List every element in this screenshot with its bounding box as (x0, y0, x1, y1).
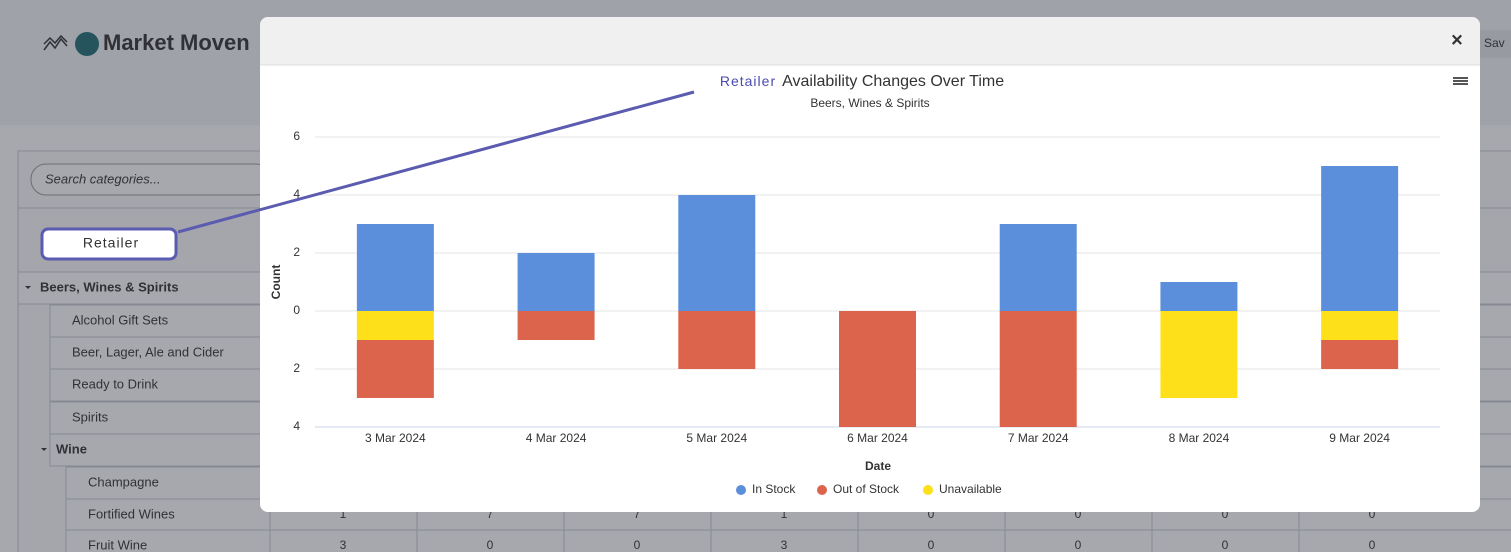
legend-label[interactable]: Unavailable (939, 482, 1002, 496)
cell-value: 0 (1075, 507, 1082, 521)
caret (41, 448, 47, 451)
retailer-button[interactable] (40, 227, 178, 261)
y-tick-label: 2 (293, 361, 300, 375)
search-placeholder: Search categories... (45, 171, 161, 186)
caret (25, 286, 31, 289)
retailer-label: Retailer (83, 235, 139, 251)
save-button[interactable] (1480, 30, 1511, 58)
legend-label[interactable]: Out of Stock (833, 482, 900, 496)
legend-label[interactable]: In Stock (752, 482, 796, 496)
y-tick-label: 2 (293, 245, 300, 259)
tree-label: Alcohol Gift Sets (72, 312, 169, 327)
bar-segment (678, 195, 756, 311)
x-tick-label: 5 Mar 2024 (686, 431, 747, 445)
x-tick-label: 4 Mar 2024 (526, 431, 587, 445)
bar-segment (517, 253, 595, 311)
y-axis-label: Count (269, 265, 283, 300)
tree-label: Champagne (88, 474, 159, 489)
cell-value: 0 (487, 538, 494, 552)
modal-header (260, 17, 1480, 65)
x-axis-label: Date (865, 459, 891, 473)
cell-value: 0 (1369, 538, 1376, 552)
x-tick-label: 7 Mar 2024 (1008, 431, 1069, 445)
legend-swatch (923, 485, 933, 495)
bar-segment (517, 311, 595, 340)
cell-value: 0 (1222, 538, 1229, 552)
bar-segment (1321, 311, 1399, 340)
cell-value: 0 (1369, 507, 1376, 521)
tree-label: Spirits (72, 409, 109, 424)
y-tick-label: 0 (293, 303, 300, 317)
legend-swatch (817, 485, 827, 495)
chart-title: Retailer Availability Changes Over Time (720, 73, 1004, 91)
tree-label: Wine (56, 441, 87, 456)
bar-segment (356, 340, 434, 398)
cell-value: 7 (487, 507, 494, 521)
save-label: Sav (1484, 36, 1505, 50)
x-tick-label: 3 Mar 2024 (365, 431, 426, 445)
bar-segment (1321, 340, 1399, 369)
bar-segment (1321, 166, 1399, 311)
bar-segment (356, 224, 434, 311)
tree-label: Fortified Wines (88, 506, 175, 521)
title-highlight: Retailer (720, 73, 776, 89)
y-tick-label: 4 (293, 419, 300, 433)
cell-value: 1 (340, 507, 347, 521)
bar-segment (356, 311, 434, 340)
tree-label: Ready to Drink (72, 376, 158, 391)
bar-segment (839, 311, 916, 427)
logo-icon (43, 34, 68, 51)
x-tick-label: 8 Mar 2024 (1169, 431, 1230, 445)
cell-value: 3 (781, 538, 788, 552)
legend-swatch (736, 485, 746, 495)
cell-value: 3 (340, 538, 347, 552)
cell-value: 0 (928, 538, 935, 552)
close-button[interactable]: × (1451, 29, 1463, 51)
bar-segment (999, 224, 1077, 311)
chart-subtitle: Beers, Wines & Spirits (810, 96, 929, 110)
bar-segment (1160, 311, 1238, 398)
logo-badge (75, 32, 99, 56)
bar-segment (999, 311, 1077, 427)
cell-value: 0 (634, 538, 641, 552)
x-tick-label: 9 Mar 2024 (1329, 431, 1390, 445)
cell-value: 7 (634, 507, 641, 521)
y-tick-label: 6 (293, 129, 300, 143)
tree-label: Fruit Wine (88, 537, 147, 552)
brand: Market Moven (103, 30, 250, 55)
y-tick-label: 4 (293, 187, 300, 201)
tree-label: Beer, Lager, Ale and Cider (72, 344, 224, 359)
annotation-line (177, 90, 695, 234)
bar-segment (1160, 282, 1238, 311)
bar-segment (678, 311, 756, 369)
cell-value: 0 (928, 507, 935, 521)
cell-value: 0 (1222, 507, 1229, 521)
tree-label: Beers, Wines & Spirits (40, 279, 179, 294)
cell-value: 1 (781, 507, 788, 521)
x-tick-label: 6 Mar 2024 (847, 431, 908, 445)
cell-value: 0 (1075, 538, 1082, 552)
title-text: Availability Changes Over Time (782, 73, 1004, 90)
